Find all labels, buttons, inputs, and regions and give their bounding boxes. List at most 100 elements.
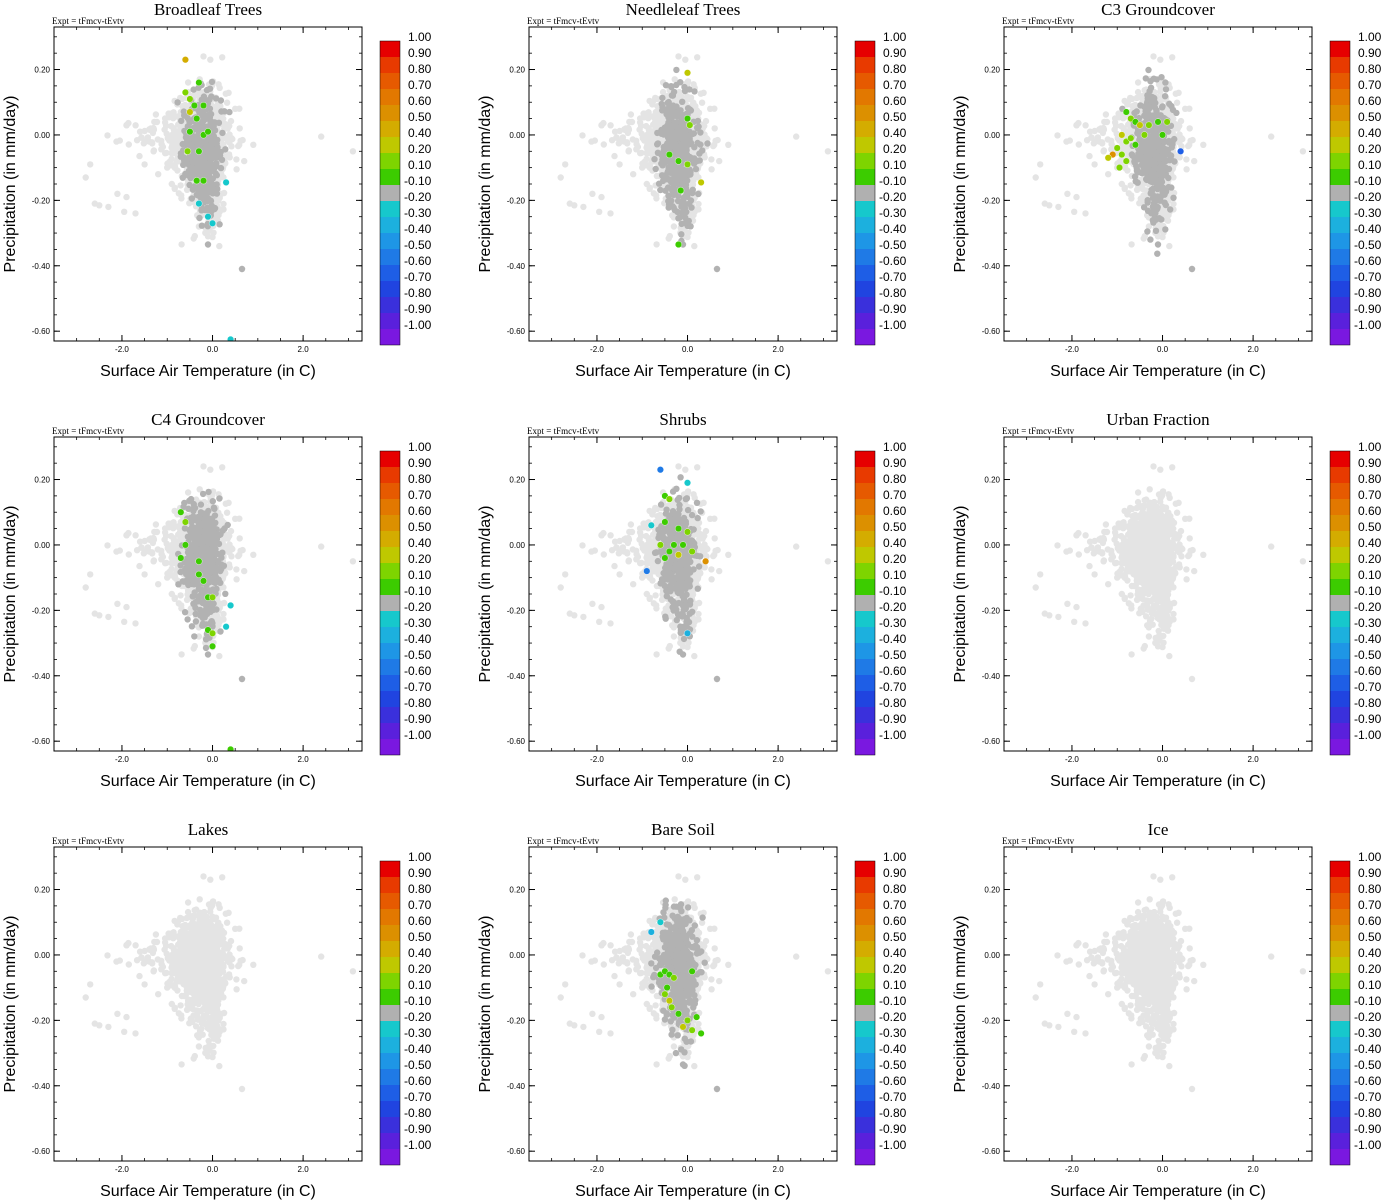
cloud-point: [626, 118, 633, 126]
neutral-point: [697, 141, 704, 148]
cloud-point: [232, 105, 239, 113]
colored-point: [195, 200, 203, 208]
colored-point: [199, 177, 207, 185]
neutral-point: [206, 188, 214, 196]
neutral-point: [658, 100, 665, 108]
colorbar-swatch: [855, 73, 875, 89]
cloud-point: [1150, 53, 1157, 60]
neutral-point: [177, 153, 184, 160]
cloud-point: [671, 76, 678, 83]
colored-point: [186, 128, 194, 136]
colorbar-label: -0.30: [404, 206, 432, 220]
neutral-point: [652, 165, 659, 173]
cloud-point: [1125, 121, 1132, 128]
neutral-point: [689, 130, 696, 138]
colored-point: [222, 178, 230, 186]
neutral-point: [669, 156, 677, 163]
neutral-point: [671, 165, 678, 173]
y-tick-label: -0.20: [507, 196, 526, 205]
cloud-point: [104, 132, 111, 139]
colorbar-swatch: [855, 217, 875, 233]
neutral-point: [196, 214, 203, 222]
neutral-point: [713, 265, 721, 273]
cloud-point: [665, 235, 672, 242]
neutral-point: [204, 154, 211, 161]
neutral-point: [188, 195, 196, 202]
neutral-point: [667, 178, 675, 186]
expt-label: Expt = tFmcv-tEvtv: [1002, 16, 1075, 26]
cloud-point: [225, 89, 232, 97]
neutral-point: [681, 87, 689, 95]
colorbar-swatch: [855, 41, 875, 57]
neutral-point: [212, 95, 220, 102]
neutral-point: [204, 144, 211, 151]
neutral-point: [686, 166, 693, 174]
colorbar-swatch: [855, 313, 875, 329]
neutral-point: [668, 106, 676, 113]
colorbar-label: 0.60: [408, 94, 432, 108]
colorbar-swatch: [380, 217, 400, 233]
colored-point: [199, 101, 207, 109]
cloud-point: [178, 241, 185, 248]
cloud-point: [646, 185, 653, 192]
neutral-point: [200, 93, 208, 100]
colorbar-label: 0.20: [408, 142, 432, 156]
cloud-point: [1082, 210, 1089, 217]
y-tick-label: 0.00: [34, 131, 50, 140]
neutral-point: [195, 162, 202, 169]
cloud-point: [318, 133, 325, 140]
neutral-point: [686, 200, 693, 207]
cloud-point: [627, 111, 635, 118]
neutral-point: [682, 219, 689, 227]
neutral-point: [691, 88, 698, 95]
colorbar-frame: [854, 40, 876, 346]
cloud-point: [1118, 180, 1125, 188]
colorbar-label: 0.60: [883, 94, 907, 108]
cloud-point: [636, 126, 643, 133]
cloud-point: [1176, 154, 1183, 161]
neutral-point: [226, 108, 233, 116]
cloud-point: [1133, 94, 1140, 102]
neutral-point: [687, 107, 695, 114]
neutral-point: [204, 241, 212, 248]
neutral-point: [198, 205, 206, 212]
cloud-point: [1102, 111, 1110, 118]
colorbar-label: -0.40: [879, 222, 907, 236]
neutral-point: [676, 147, 684, 154]
colorbar-swatch: [855, 297, 875, 313]
cloud-point: [200, 53, 207, 60]
cloud-point: [598, 121, 605, 129]
neutral-point: [210, 163, 218, 170]
colorbar-swatch: [855, 249, 875, 265]
colored-point: [677, 186, 685, 194]
cloud-point: [125, 141, 132, 148]
neutral-point: [704, 140, 711, 147]
colorbar-swatch: [380, 329, 400, 345]
colorbar-swatch: [855, 185, 875, 201]
neutral-point: [665, 192, 672, 199]
neutral-point: [660, 143, 667, 151]
neutral-point: [679, 200, 686, 208]
cloud-point: [1128, 192, 1135, 199]
cloud-point: [170, 125, 177, 132]
cloud-point: [136, 152, 143, 160]
cloud-point: [675, 53, 682, 60]
neutral-point: [667, 124, 675, 131]
cloud-point: [161, 126, 168, 133]
cloud-point: [239, 136, 246, 144]
colored-point: [686, 121, 694, 129]
neutral-point: [673, 66, 680, 74]
neutral-point: [190, 86, 197, 93]
cloud-point: [220, 174, 227, 181]
cloud-point: [1139, 198, 1146, 206]
cloud-point: [1177, 117, 1185, 125]
colorbar-swatch: [855, 89, 875, 105]
cloud-point: [182, 102, 190, 110]
neutral-point: [665, 98, 672, 106]
colorbar-swatch: [855, 137, 875, 153]
colorbar-swatch: [855, 265, 875, 281]
cloud-point: [691, 242, 698, 250]
colored-point: [181, 88, 189, 96]
cloud-point: [82, 174, 89, 181]
colorbar-swatch: [380, 249, 400, 265]
